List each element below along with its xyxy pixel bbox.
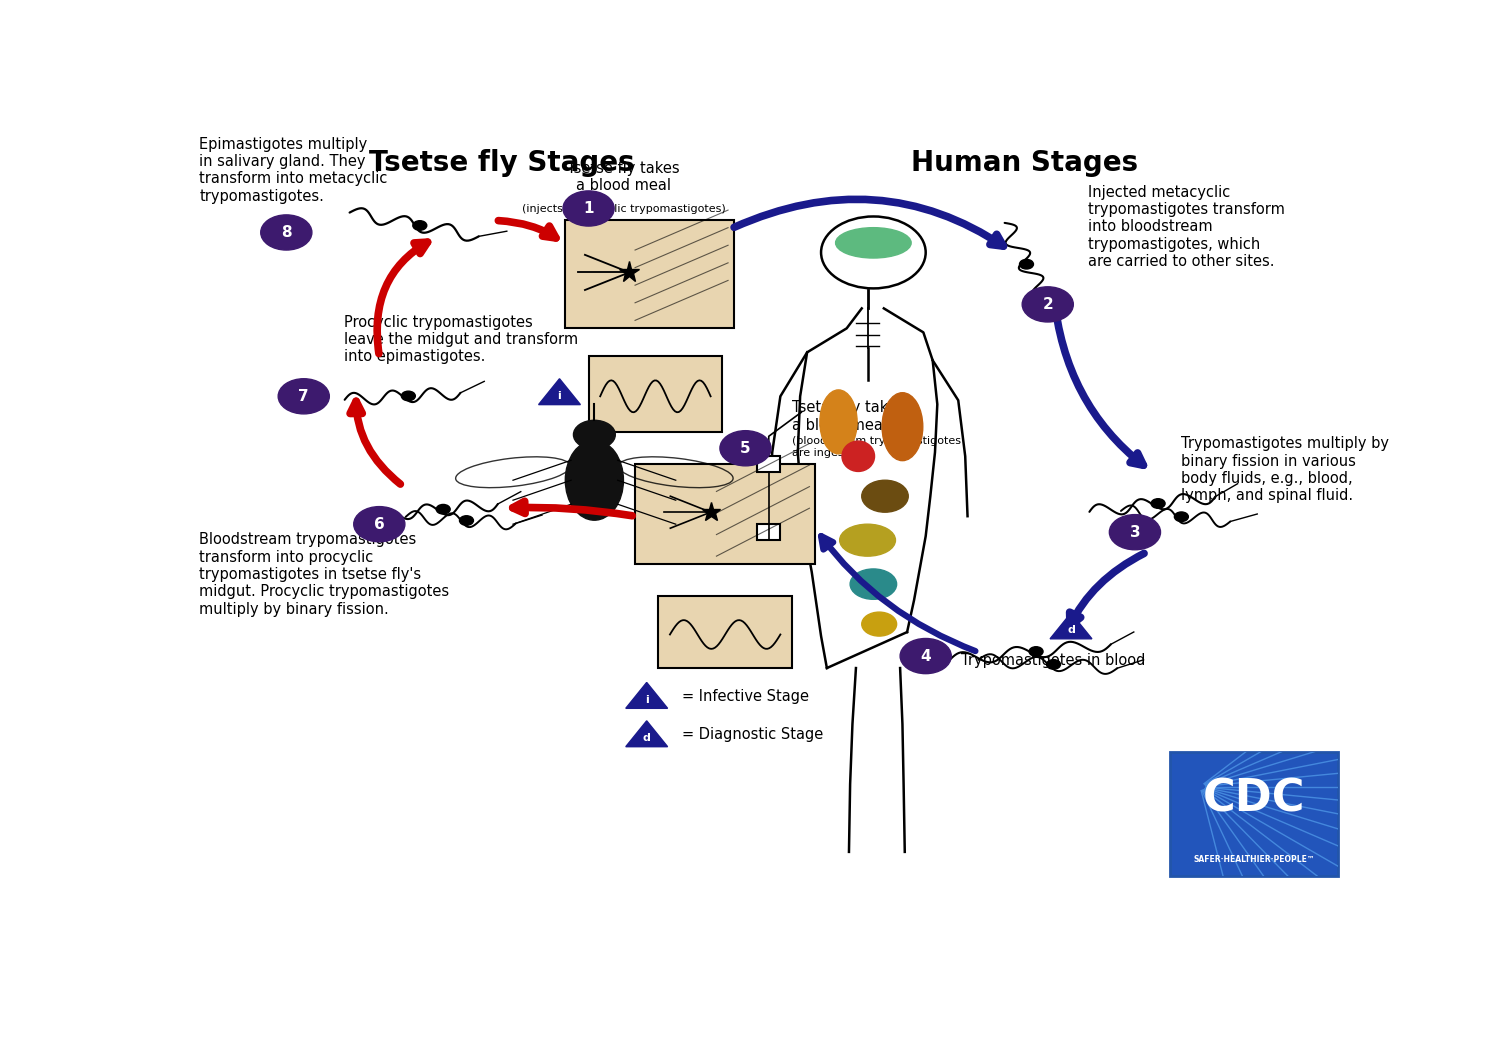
Ellipse shape [861, 612, 897, 636]
Text: = Infective Stage: = Infective Stage [681, 688, 808, 704]
Circle shape [459, 516, 474, 525]
Ellipse shape [566, 440, 624, 520]
Text: Epimastigotes multiply
in salivary gland. They
transform into metacyclic
trypoma: Epimastigotes multiply in salivary gland… [200, 137, 387, 203]
Text: d: d [642, 733, 651, 743]
Circle shape [413, 221, 428, 230]
Circle shape [720, 431, 771, 466]
Text: Bloodstream trypomastigotes
transform into procyclic
trypomastigotes in tsetse f: Bloodstream trypomastigotes transform in… [200, 532, 450, 617]
Ellipse shape [840, 524, 896, 556]
Polygon shape [1050, 612, 1092, 638]
Circle shape [573, 420, 615, 449]
Text: d: d [1066, 625, 1076, 635]
Text: Human Stages: Human Stages [910, 148, 1138, 176]
Circle shape [1047, 659, 1060, 670]
Ellipse shape [882, 392, 922, 461]
Circle shape [261, 215, 312, 250]
Text: Tsetse fly takes
a blood meal: Tsetse fly takes a blood meal [567, 161, 680, 193]
Text: Procyclic trypomastigotes
leave the midgut and transform
into epimastigotes.: Procyclic trypomastigotes leave the midg… [345, 315, 579, 364]
FancyBboxPatch shape [566, 220, 734, 328]
Text: = Diagnostic Stage: = Diagnostic Stage [681, 727, 824, 742]
FancyBboxPatch shape [1170, 752, 1338, 876]
Circle shape [278, 379, 330, 414]
Circle shape [354, 507, 405, 542]
Circle shape [1110, 515, 1161, 550]
Circle shape [1150, 498, 1166, 509]
Circle shape [900, 638, 951, 674]
Text: 1: 1 [584, 201, 594, 216]
Ellipse shape [836, 227, 910, 258]
Circle shape [436, 504, 450, 514]
Text: Injected metacyclic
trypomastigotes transform
into bloodstream
trypomastigotes, : Injected metacyclic trypomastigotes tran… [1089, 185, 1286, 269]
FancyBboxPatch shape [758, 524, 780, 540]
Circle shape [1029, 647, 1042, 656]
Polygon shape [626, 720, 668, 746]
Circle shape [402, 391, 416, 401]
Circle shape [1022, 286, 1074, 322]
Text: i: i [645, 694, 648, 705]
Text: 2: 2 [1042, 297, 1053, 311]
FancyBboxPatch shape [758, 457, 780, 472]
Text: Tsetse fly Stages: Tsetse fly Stages [369, 148, 634, 176]
FancyBboxPatch shape [634, 464, 816, 565]
Text: (bloodstream trypomastigotes
are ingested): (bloodstream trypomastigotes are ingeste… [792, 436, 962, 458]
Ellipse shape [821, 390, 856, 454]
Text: SAFER·HEALTHIER·PEOPLE™: SAFER·HEALTHIER·PEOPLE™ [1194, 855, 1316, 865]
Circle shape [1020, 260, 1034, 269]
Text: 3: 3 [1130, 524, 1140, 540]
Text: CDC: CDC [1203, 777, 1305, 821]
FancyBboxPatch shape [588, 356, 723, 432]
Text: 7: 7 [298, 389, 309, 404]
FancyBboxPatch shape [658, 596, 792, 668]
Ellipse shape [850, 569, 897, 599]
Text: Trypomastigotes multiply by
binary fission in various
body fluids, e.g., blood,
: Trypomastigotes multiply by binary fissi… [1182, 436, 1389, 503]
Circle shape [1174, 512, 1188, 521]
Polygon shape [626, 682, 668, 708]
Text: Tsetse fly takes
a blood meal: Tsetse fly takes a blood meal [792, 401, 904, 433]
Circle shape [562, 191, 614, 226]
Ellipse shape [861, 481, 907, 512]
Polygon shape [538, 379, 580, 405]
Text: (injects metacyclic trypomastigotes): (injects metacyclic trypomastigotes) [522, 204, 726, 215]
Text: 4: 4 [921, 649, 932, 663]
Text: 6: 6 [374, 517, 384, 531]
Ellipse shape [842, 441, 874, 471]
Text: Trypomastigotes in blood: Trypomastigotes in blood [960, 653, 1144, 667]
Text: 5: 5 [740, 441, 752, 456]
Text: i: i [558, 391, 561, 401]
Text: 8: 8 [280, 225, 291, 240]
